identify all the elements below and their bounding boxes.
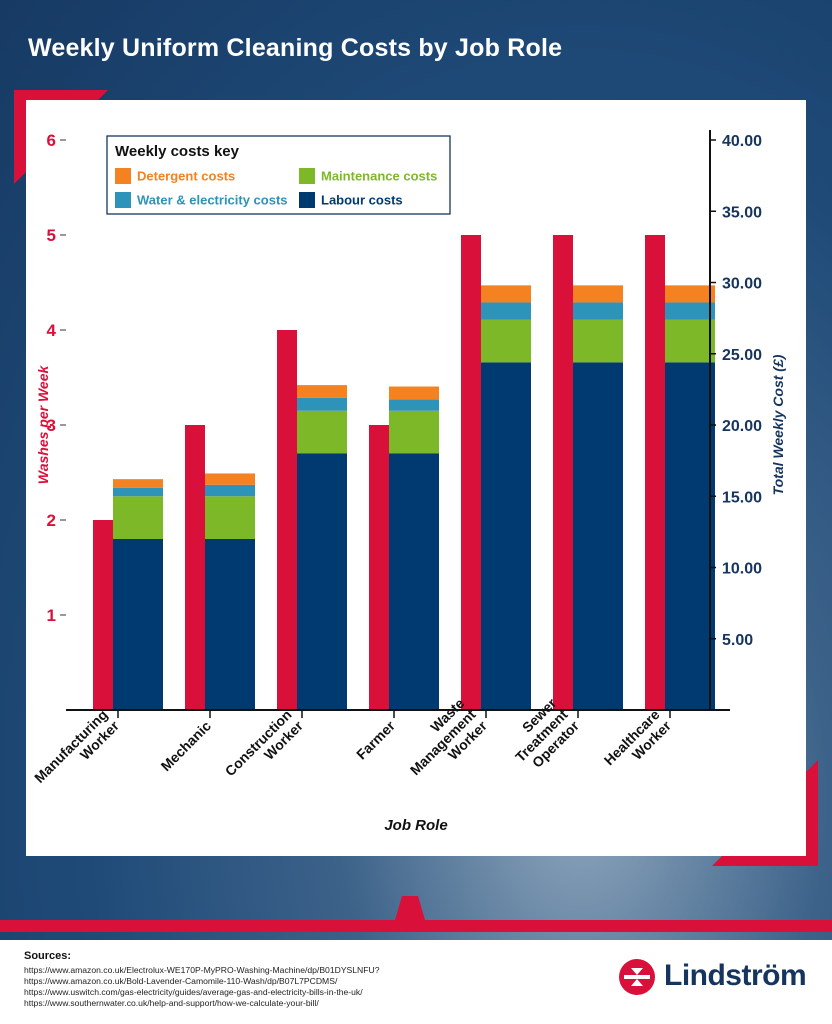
labour-bar: [113, 539, 163, 710]
legend-label-detergent: Detergent costs: [137, 169, 235, 184]
legend: Weekly costs key Detergent costs Maintenan…: [106, 135, 451, 215]
plot-area: [93, 235, 715, 710]
x-tick-label: ManufacturingWorker: [31, 706, 122, 797]
maintenance-bar: [573, 319, 623, 363]
y2-tick-label: 30.00: [722, 276, 762, 293]
legend-label-water-electricity: Water & electricity costs: [137, 193, 288, 208]
y-tick-label: 1: [47, 606, 56, 625]
labour-bar: [573, 362, 623, 710]
detergent-bar: [389, 386, 439, 400]
legend-label-labour: Labour costs: [321, 193, 403, 208]
legend-swatch-labour: [299, 192, 315, 208]
detergent-bar: [205, 473, 255, 485]
legend-swatch-water-electricity: [115, 192, 131, 208]
source-link[interactable]: https://www.uswitch.com/gas-electricity/…: [24, 987, 363, 997]
legend-title: Weekly costs key: [115, 143, 240, 160]
x-tick-label: HealthcareWorker: [601, 706, 675, 780]
maintenance-bar: [665, 319, 715, 363]
water-electricity-bar: [573, 302, 623, 320]
bottom-red-band: [0, 896, 832, 932]
detergent-bar: [665, 285, 715, 303]
y2-tick-label: 40.00: [722, 133, 762, 150]
detergent-bar: [481, 285, 531, 303]
y-tick-label: 2: [47, 511, 56, 530]
labour-bar: [665, 362, 715, 710]
water-electricity-bar: [389, 399, 439, 411]
x-tick-label: Farmer: [353, 717, 398, 762]
source-link[interactable]: https://www.amazon.co.uk/Bold-Lavender-C…: [24, 976, 338, 986]
legend-label-maintenance: Maintenance costs: [321, 169, 437, 184]
washes-bar: [461, 235, 481, 710]
detergent-bar: [113, 479, 163, 488]
y2-tick-label: 5.00: [722, 632, 753, 649]
washes-bar: [277, 330, 297, 710]
water-electricity-bar: [205, 484, 255, 497]
detergent-bar: [297, 385, 347, 398]
y-tick-label: 4: [47, 321, 57, 340]
labour-bar: [481, 362, 531, 710]
y2-tick-label: 35.00: [722, 204, 762, 221]
y2-axis-title: Total Weekly Cost (£): [770, 354, 786, 495]
footer: [0, 940, 832, 1024]
water-electricity-bar: [297, 397, 347, 411]
maintenance-bar: [205, 496, 255, 539]
x-tick-label-line: Mechanic: [158, 717, 215, 774]
water-electricity-bar: [665, 302, 715, 320]
lindstrom-logo-icon: [619, 959, 655, 995]
washes-bar: [553, 235, 573, 710]
maintenance-bar: [481, 319, 531, 363]
brand-name: Lindström: [664, 959, 807, 992]
legend-swatch-detergent: [115, 168, 131, 184]
y2-tick-label: 15.00: [722, 489, 762, 506]
chart-svg: ManufacturingWorker Mechanic ConstructionW…: [31, 130, 786, 834]
water-electricity-bar: [481, 302, 531, 320]
y-tick-label: 3: [47, 416, 56, 435]
detergent-bar: [573, 285, 623, 303]
washes-bar: [645, 235, 665, 710]
y2-tick-label: 10.00: [722, 561, 762, 578]
water-electricity-bar: [113, 487, 163, 497]
y-tick-label: 5: [47, 226, 56, 245]
legend-box: [106, 135, 451, 215]
x-tick-label-line: Farmer: [353, 717, 398, 762]
labour-bar: [389, 453, 439, 710]
x-axis-title: Job Role: [384, 817, 447, 834]
y-axis-title: Washes per Week: [35, 365, 51, 485]
x-tick-label: Mechanic: [158, 717, 215, 774]
washes-bar: [185, 425, 205, 710]
y2-tick-label: 25.00: [722, 347, 762, 364]
source-link[interactable]: https://www.amazon.co.uk/Electrolux-WE17…: [24, 965, 380, 975]
legend-swatch-maintenance: [299, 168, 315, 184]
maintenance-bar: [389, 410, 439, 454]
x-tick-label: ConstructionWorker: [222, 706, 307, 791]
labour-bar: [297, 453, 347, 710]
maintenance-bar: [113, 496, 163, 539]
y-tick-label: 6: [47, 131, 56, 150]
sources-label: Sources:: [24, 950, 72, 962]
y2-tick-label: 20.00: [722, 418, 762, 435]
labour-bar: [205, 539, 255, 710]
source-link[interactable]: https://www.southernwater.co.uk/help-and…: [24, 998, 319, 1008]
washes-bar: [93, 520, 113, 710]
washes-bar: [369, 425, 389, 710]
maintenance-bar: [297, 410, 347, 454]
chart-title: Weekly Uniform Cleaning Costs by Job Rol…: [28, 34, 563, 62]
